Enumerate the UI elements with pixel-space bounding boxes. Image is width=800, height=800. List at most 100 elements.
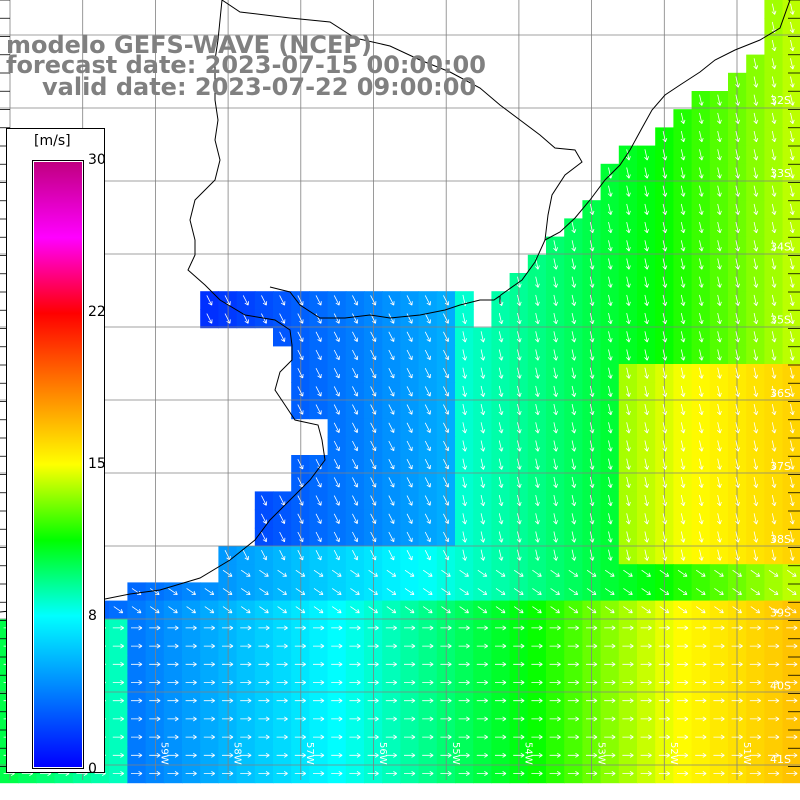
wind-arrow xyxy=(498,349,504,361)
wind-arrow xyxy=(535,349,540,361)
wind-arrow xyxy=(279,295,286,306)
wind-arrow xyxy=(367,661,379,667)
wind-arrow xyxy=(462,495,467,507)
wind-speed-cell xyxy=(782,473,800,492)
wind-arrow xyxy=(370,295,377,306)
wind-arrow xyxy=(240,752,252,758)
wind-arrow xyxy=(586,680,598,685)
wind-arrow xyxy=(622,625,634,631)
wind-arrow xyxy=(626,349,631,361)
wind-arrow xyxy=(513,771,525,776)
wind-arrow xyxy=(516,440,522,452)
wind-arrow xyxy=(553,331,558,343)
wind-arrow xyxy=(149,625,161,631)
wind-arrow xyxy=(297,404,304,415)
wind-arrow xyxy=(349,625,361,631)
wind-arrow xyxy=(553,476,558,488)
wind-arrow xyxy=(567,643,580,649)
wind-arrow xyxy=(607,258,613,270)
wind-arrow xyxy=(112,680,125,685)
wind-arrow xyxy=(626,367,631,379)
wind-arrow xyxy=(535,513,540,525)
wind-arrow xyxy=(607,240,613,252)
wind-arrow xyxy=(406,531,413,543)
wind-arrow xyxy=(385,661,398,667)
wind-arrow xyxy=(732,606,742,614)
wind-arrow xyxy=(349,680,361,685)
wind-arrow xyxy=(771,58,777,70)
wind-arrow xyxy=(112,734,125,740)
wind-arrow xyxy=(644,240,649,252)
wind-arrow xyxy=(388,422,395,433)
wind-arrow xyxy=(731,734,743,740)
wind-arrow xyxy=(368,606,378,614)
wind-arrow xyxy=(735,149,740,161)
wind-arrow xyxy=(331,716,343,722)
wind-arrow xyxy=(786,716,798,722)
wind-arrow xyxy=(222,752,234,758)
wind-arrow xyxy=(571,331,577,343)
wind-arrow xyxy=(313,734,325,740)
wind-arrow xyxy=(404,569,415,577)
wind-arrow xyxy=(659,588,670,595)
wind-arrow xyxy=(276,625,288,631)
wind-arrow xyxy=(753,185,759,197)
lat-label: 38S xyxy=(770,533,791,546)
wind-arrow xyxy=(768,716,780,722)
wind-arrow xyxy=(680,349,686,361)
wind-arrow xyxy=(750,606,761,614)
wind-arrow xyxy=(571,240,577,252)
wind-arrow xyxy=(294,625,307,631)
wind-speed-cell xyxy=(782,327,800,347)
wind-arrow xyxy=(680,422,686,434)
wind-arrow xyxy=(388,368,395,379)
wind-arrow xyxy=(535,385,540,397)
wind-arrow xyxy=(222,680,234,685)
wind-arrow xyxy=(297,550,304,561)
wind-arrow xyxy=(313,625,325,631)
wind-arrow xyxy=(440,716,452,722)
wind-arrow xyxy=(222,588,233,595)
wind-arrow xyxy=(768,588,779,595)
wind-arrow xyxy=(789,331,795,343)
wind-arrow xyxy=(749,661,762,667)
wind-arrow xyxy=(677,588,688,595)
wind-arrow xyxy=(662,167,668,179)
wind-arrow xyxy=(626,258,631,270)
wind-arrow xyxy=(422,606,433,614)
wind-arrow xyxy=(367,771,379,776)
wind-arrow xyxy=(276,661,288,667)
lat-label: 41S xyxy=(770,753,791,766)
wind-arrow xyxy=(294,752,307,758)
wind-arrow xyxy=(261,550,268,561)
wind-arrow xyxy=(516,549,522,561)
wind-arrow xyxy=(531,661,543,667)
wind-arrow xyxy=(658,698,671,704)
wind-arrow xyxy=(535,549,540,561)
wind-arrow xyxy=(535,367,540,379)
wind-arrow xyxy=(167,771,179,776)
wind-arrow xyxy=(735,76,740,88)
wind-arrow xyxy=(240,606,251,614)
wind-arrow xyxy=(644,313,649,325)
wind-arrow xyxy=(714,606,724,614)
wind-arrow xyxy=(771,331,777,343)
wind-arrow xyxy=(622,661,634,667)
wind-arrow xyxy=(698,294,704,306)
wind-arrow xyxy=(149,734,161,740)
wind-arrow xyxy=(352,459,359,470)
wind-arrow xyxy=(713,643,725,649)
wind-arrow xyxy=(789,21,795,33)
wind-arrow xyxy=(352,313,359,324)
wind-arrow xyxy=(294,661,307,667)
wind-arrow xyxy=(623,606,633,614)
wind-arrow xyxy=(589,404,595,416)
wind-arrow xyxy=(567,734,580,740)
wind-arrow xyxy=(531,625,543,631)
wind-arrow xyxy=(717,258,722,270)
wind-arrow xyxy=(424,295,431,306)
wind-arrow xyxy=(495,643,507,649)
wind-arrow xyxy=(698,349,704,361)
